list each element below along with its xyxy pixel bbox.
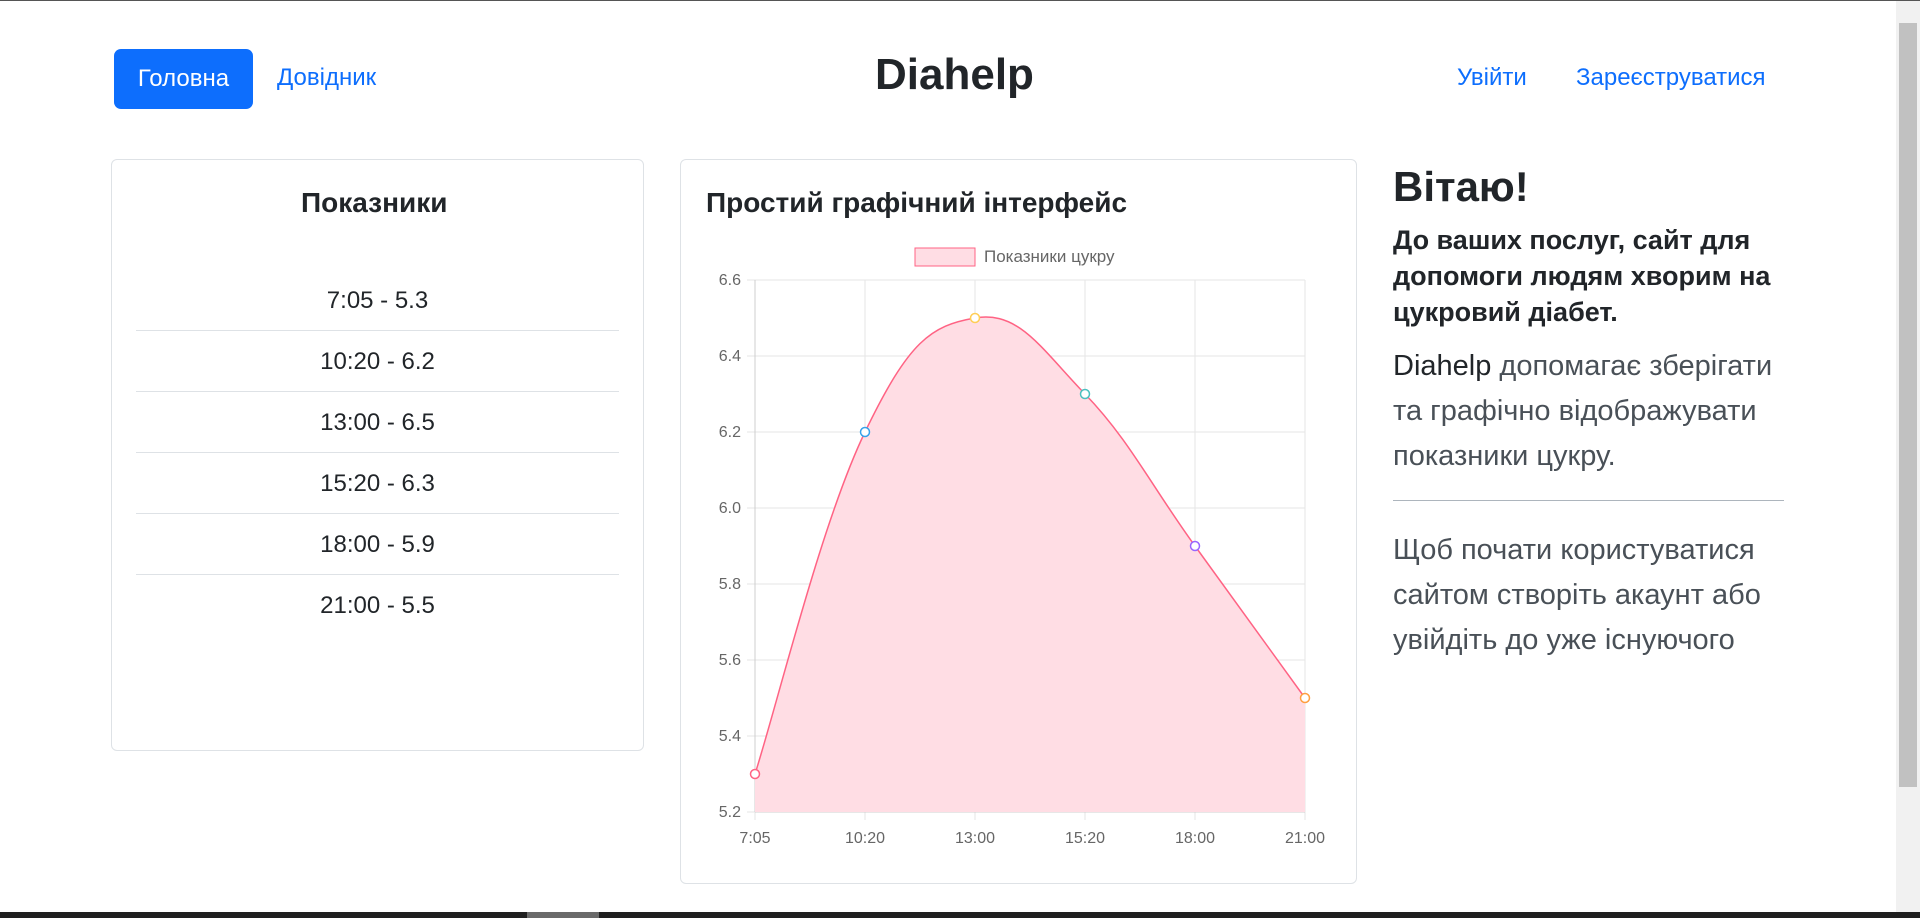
readings-list: 7:05 - 5.3 10:20 - 6.2 13:00 - 6.5 15:20… [136,270,619,636]
brand-word: Diahelp [1393,350,1492,382]
login-link[interactable]: Увійти [1457,64,1527,91]
list-item: 13:00 - 6.5 [136,392,619,453]
horizontal-scrollbar-thumb[interactable] [527,912,599,918]
chart-card: Простий графічний інтерфейс [680,159,1357,884]
list-item: 21:00 - 5.5 [320,592,435,619]
reference-link[interactable]: Довідник [277,64,377,91]
welcome-title: Вітаю! [1393,163,1529,210]
scrollbar-thumb[interactable] [1899,23,1917,787]
welcome-lead: До ваших послуг, сайт для допомоги людям… [1393,225,1771,327]
horizontal-scrollbar[interactable] [0,912,1920,918]
chart-card-title: Простий графічний інтерфейс [706,187,1128,218]
welcome-description: Diahelp допомагає зберігати та графічно … [1393,344,1793,479]
register-link[interactable]: Зареєструватися [1576,64,1766,91]
list-item: 10:20 - 6.2 [136,331,619,392]
brand-title: Diahelp [875,50,1034,99]
vertical-scrollbar[interactable] [1896,1,1920,912]
divider [1393,500,1784,501]
list-item: 7:05 - 5.3 [136,270,619,331]
list-item: 15:20 - 6.3 [136,453,619,514]
description-text: допомагає зберігати та графічно відображ… [1393,350,1773,472]
list-item: 18:00 - 5.9 [136,514,619,575]
readings-card: Показники [111,159,644,751]
welcome-cta: Щоб почати користуватися сайтом створіть… [1393,534,1761,656]
window-top-border [0,0,1920,1]
readings-title: Показники [301,187,448,218]
home-button[interactable]: Головна [114,49,253,109]
